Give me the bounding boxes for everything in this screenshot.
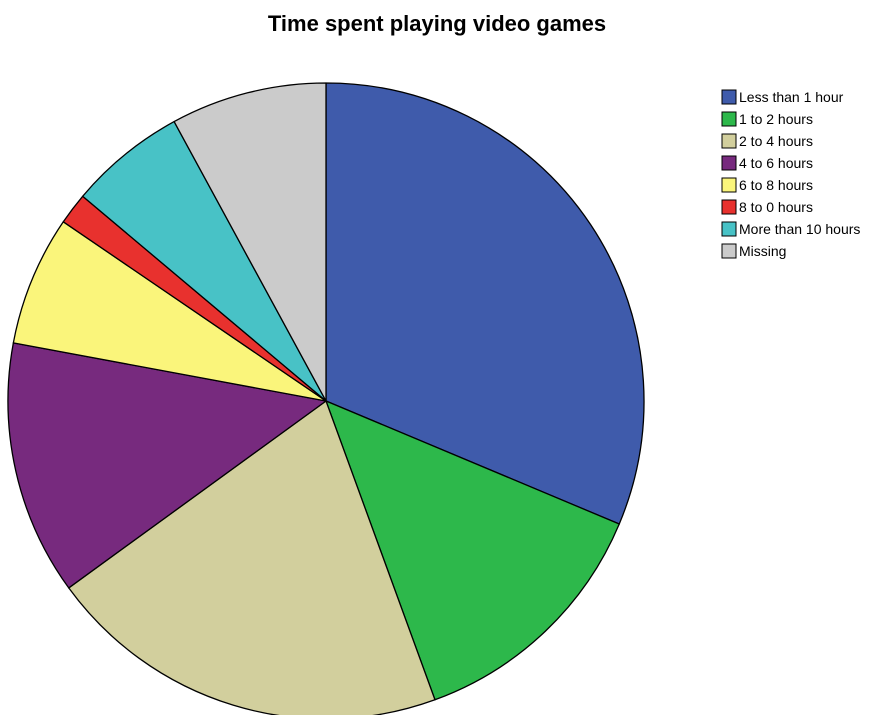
legend-item: Missing <box>721 243 786 259</box>
legend-swatch <box>721 243 737 259</box>
legend-label: Missing <box>739 243 786 259</box>
legend-swatch <box>721 177 737 193</box>
legend-label: More than 10 hours <box>739 221 860 237</box>
pie-slice <box>7 342 327 589</box>
legend-label: 8 to 0 hours <box>739 199 813 215</box>
pie-slice <box>173 82 327 402</box>
legend-label: 2 to 4 hours <box>739 133 813 149</box>
legend-label: Less than 1 hour <box>739 89 844 105</box>
legend-swatch <box>721 111 737 127</box>
pie-slice <box>68 400 436 715</box>
legend-swatch <box>721 133 737 149</box>
legend-item: More than 10 hours <box>721 221 860 237</box>
legend-label: 6 to 8 hours <box>739 177 813 193</box>
legend-swatch <box>721 89 737 105</box>
chart-title: Time spent playing video games <box>268 11 606 36</box>
legend-item: 8 to 0 hours <box>721 199 813 215</box>
legend-label: 4 to 6 hours <box>739 155 813 171</box>
pie-slices <box>7 82 645 715</box>
pie-slice <box>325 82 645 525</box>
legend-label: 1 to 2 hours <box>739 111 813 127</box>
pie-slice <box>12 221 327 402</box>
pie-slice <box>325 400 620 701</box>
legend-item: 6 to 8 hours <box>721 177 813 193</box>
legend-item: 1 to 2 hours <box>721 111 813 127</box>
legend-item: Less than 1 hour <box>721 89 844 105</box>
legend-item: 4 to 6 hours <box>721 155 813 171</box>
legend-swatch <box>721 221 737 237</box>
legend-item: 2 to 4 hours <box>721 133 813 149</box>
legend: Less than 1 hour 1 to 2 hours 2 to 4 hours… <box>721 89 860 259</box>
legend-swatch <box>721 155 737 171</box>
legend-swatch <box>721 199 737 215</box>
